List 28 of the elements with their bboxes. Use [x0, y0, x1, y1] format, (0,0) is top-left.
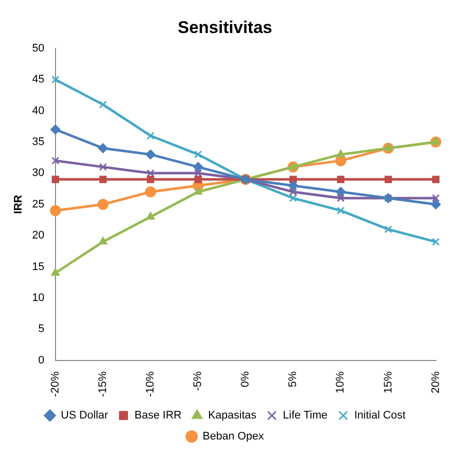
legend-label: Base IRR: [134, 410, 182, 422]
y-tick-label: 50: [32, 42, 44, 54]
legend-label: Beban Opex: [202, 430, 264, 443]
legend-label: Kapasitas: [208, 410, 257, 422]
y-tick-label: 0: [38, 354, 44, 366]
legend-label: Initial Cost: [354, 410, 406, 422]
y-tick-label: 5: [38, 323, 44, 336]
x-tick-label: 15%: [382, 371, 394, 394]
legend-label: Life Time: [282, 410, 328, 422]
x-tick-label: -20%: [49, 371, 62, 398]
y-axis-title: IRR: [12, 194, 25, 214]
x-tick-label: 5%: [287, 371, 300, 388]
x-tick-label: -10%: [144, 371, 157, 398]
x-tick-label: -15%: [97, 371, 110, 398]
y-tick-label: 20: [32, 230, 44, 242]
x-tick-label: 0%: [240, 371, 252, 388]
y-tick-label: 10: [32, 292, 44, 304]
y-tick-label: 30: [32, 167, 44, 180]
y-tick-label: 25: [32, 198, 44, 210]
y-tick-label: 15: [32, 260, 44, 273]
x-tick-label: 10%: [334, 371, 347, 394]
y-tick-label: 40: [32, 104, 44, 117]
legend-label: US Dollar: [60, 410, 108, 422]
chart-title: Sensitivitas: [178, 18, 272, 37]
y-tick-label: 35: [32, 136, 44, 148]
y-tick-label: 45: [32, 74, 44, 86]
x-tick-label: 20%: [430, 371, 442, 394]
x-tick-label: -5%: [192, 371, 204, 391]
